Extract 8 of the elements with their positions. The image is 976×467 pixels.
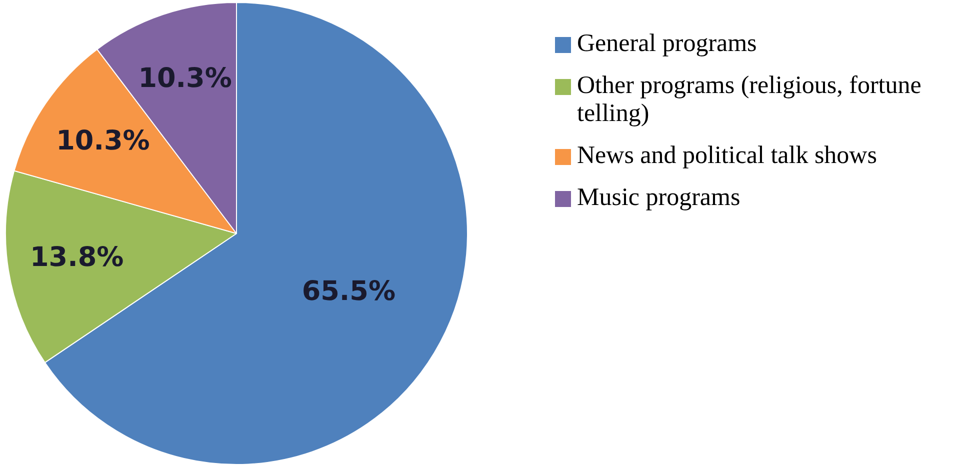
data-label: 13.8% — [30, 242, 124, 274]
legend-label: General programs — [577, 30, 757, 58]
data-label: 10.3% — [56, 125, 150, 156]
data-label: 65.5% — [302, 276, 396, 308]
data-label: 10.3% — [138, 63, 232, 94]
legend-label: News and political talk shows — [577, 142, 877, 170]
legend-label: Music programs — [577, 184, 740, 212]
legend-label: Other programs (religious, fortune telling) — [577, 72, 922, 128]
